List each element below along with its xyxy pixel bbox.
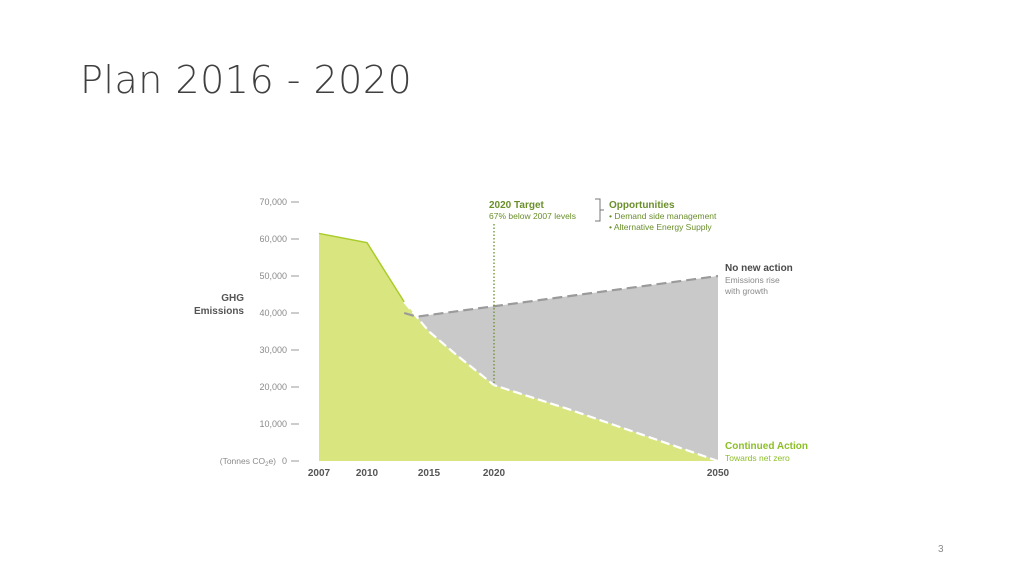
no-new-action-title: No new action	[725, 263, 793, 274]
chart-lines	[318, 224, 719, 463]
y-axis-title: GHG	[221, 293, 244, 304]
no-new-action-description: with growth	[724, 286, 768, 296]
x-axis: 2007 2010 2015 2020 2050	[308, 468, 730, 479]
y-tick-label: 70,000	[259, 197, 287, 207]
y-tick-label: 30,000	[259, 345, 287, 355]
chart-areas	[319, 233, 718, 461]
target-title: 2020 Target	[489, 200, 545, 211]
x-tick-label: 2010	[356, 468, 379, 479]
y-tick-label: 0	[282, 456, 287, 466]
x-tick-label: 2020	[483, 468, 506, 479]
x-tick-label: 2015	[418, 468, 441, 479]
y-tick-label: 50,000	[259, 271, 287, 281]
slide-title: Plan 2016 - 2020	[80, 58, 413, 102]
target-subtitle: 67% below 2007 levels	[489, 211, 576, 221]
y-axis-title: Emissions	[194, 306, 244, 317]
continued-action-title: Continued Action	[725, 441, 808, 452]
x-tick-label: 2007	[308, 468, 331, 479]
y-axis: 70,000 60,000 50,000 40,000 30,000 20,000 10,0…	[194, 197, 299, 468]
y-tick-label: 10,000	[259, 419, 287, 429]
y-tick-label: 20,000	[259, 382, 287, 392]
continued-action-area	[319, 233, 718, 461]
page-number: 3	[938, 544, 944, 555]
continued-action-solid-line	[318, 232, 405, 303]
no-new-action-description: Emissions rise	[725, 275, 780, 285]
opportunities-title: Opportunities	[609, 200, 675, 211]
no-new-action-area	[404, 276, 718, 461]
continued-action-description: Towards net zero	[725, 453, 790, 463]
no-new-action-dashed-line	[403, 274, 719, 318]
opportunities-item: • Demand side management	[609, 211, 717, 221]
bracket-connector	[595, 198, 604, 222]
y-tick-label: 60,000	[259, 234, 287, 244]
x-tick-label: 2050	[707, 468, 730, 479]
y-tick-label: 40,000	[259, 308, 287, 318]
opportunities-item: • Alternative Energy Supply	[609, 222, 712, 232]
y-unit-label: (Tonnes CO2e)	[220, 456, 276, 468]
